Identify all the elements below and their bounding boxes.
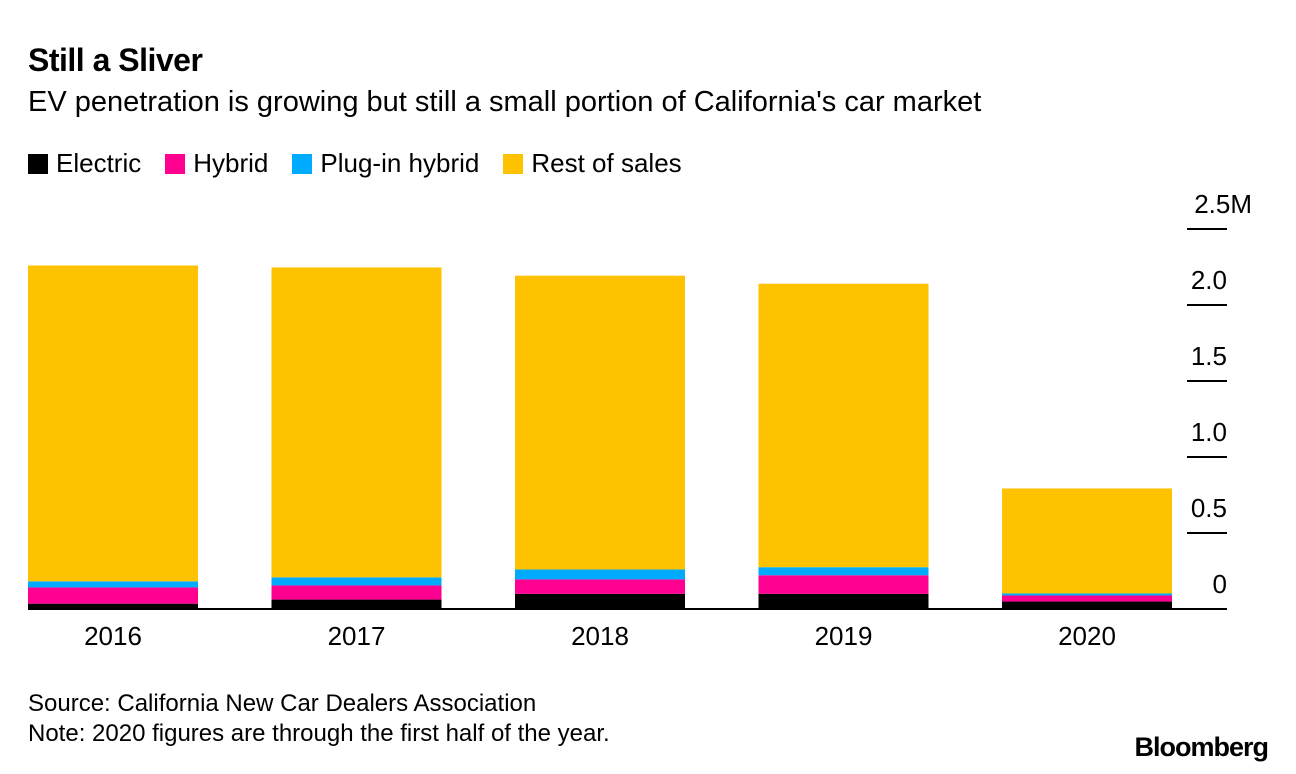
y-tick-label: 0 <box>1213 569 1227 599</box>
legend-label: Rest of sales <box>531 148 682 178</box>
y-tick-label: 0.5 <box>1191 493 1227 523</box>
source-note: Source: California New Car Dealers Assoc… <box>28 690 537 717</box>
bar-rest-of-sales-2020 <box>1002 488 1172 594</box>
legend-label: Electric <box>56 148 142 178</box>
x-tick-label: 2017 <box>328 621 386 651</box>
legend-label: Hybrid <box>193 148 269 178</box>
bar-rest-of-sales-2019 <box>758 283 929 568</box>
legend-label: Plug-in hybrid <box>320 148 480 178</box>
bar-hybrid-2017 <box>271 585 442 600</box>
bar-rest-of-sales-2016 <box>28 265 198 582</box>
bar-plug-in-hybrid-2016 <box>28 581 198 588</box>
x-tick-label: 2020 <box>1058 621 1116 651</box>
x-tick-label: 2018 <box>571 621 629 651</box>
legend-item-plug-in-hybrid: Plug-in hybrid <box>292 148 479 179</box>
bloomberg-logo: Bloomberg <box>1134 732 1269 762</box>
bar-electric-2016 <box>28 603 198 609</box>
chart-title: Still a Sliver <box>28 42 203 78</box>
bar-electric-2017 <box>271 599 442 609</box>
bar-hybrid-2018 <box>515 579 685 594</box>
footnote: Note: 2020 figures are through the first… <box>28 720 610 747</box>
legend-swatch <box>292 153 313 174</box>
bar-plug-in-hybrid-2019 <box>758 567 929 576</box>
y-tick-label: 2.5M <box>1194 189 1252 219</box>
legend-swatch <box>165 153 186 174</box>
legend: Electric Hybrid Plug-in hybrid Rest of s… <box>28 148 682 179</box>
bar-hybrid-2016 <box>28 587 198 604</box>
y-tick-label: 1.5 <box>1191 341 1227 371</box>
x-tick-label: 2019 <box>815 621 873 651</box>
y-tick-label: 1.0 <box>1191 417 1227 447</box>
legend-swatch <box>28 153 48 174</box>
bar-electric-2019 <box>758 593 929 609</box>
x-tick-label: 2016 <box>84 621 142 651</box>
legend-item-hybrid: Hybrid <box>165 148 268 179</box>
bar-plug-in-hybrid-2020 <box>1002 593 1172 596</box>
bar-rest-of-sales-2018 <box>515 275 685 570</box>
y-tick-label: 2.0 <box>1191 265 1227 295</box>
bar-plug-in-hybrid-2017 <box>271 577 442 586</box>
bar-rest-of-sales-2017 <box>271 267 442 578</box>
legend-item-electric: Electric <box>28 148 141 179</box>
bar-electric-2018 <box>515 593 685 609</box>
legend-item-rest-of-sales: Rest of sales <box>503 148 682 179</box>
legend-swatch <box>503 153 524 174</box>
bar-electric-2020 <box>1002 601 1172 609</box>
bar-plug-in-hybrid-2018 <box>515 569 685 580</box>
bar-hybrid-2019 <box>758 575 929 594</box>
bar-hybrid-2020 <box>1002 595 1172 602</box>
chart-subtitle: EV penetration is growing but still a sm… <box>28 86 982 118</box>
